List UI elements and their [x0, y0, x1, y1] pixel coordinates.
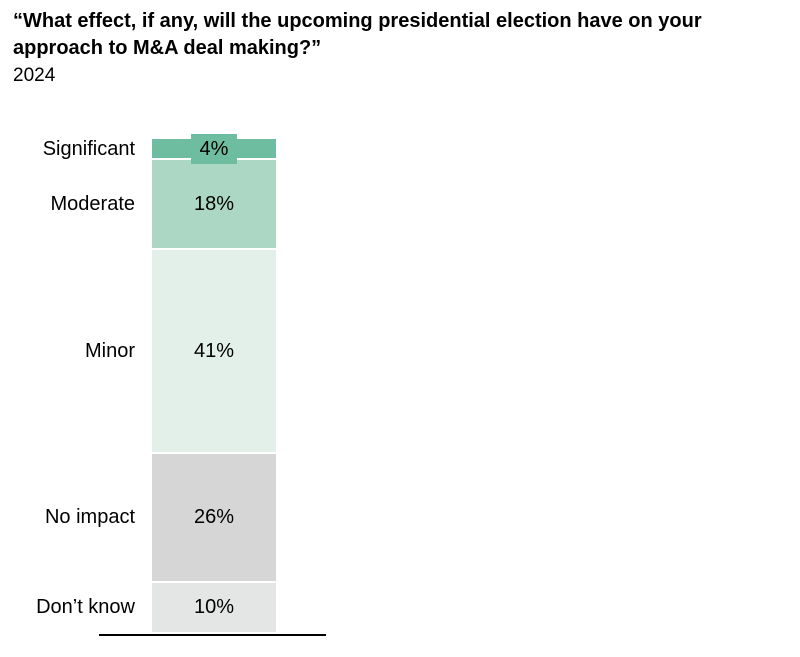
- bar-segment-moderate: [152, 158, 276, 249]
- bar-segment-don-t-know: [152, 582, 276, 632]
- category-label-no-impact: No impact: [44, 506, 135, 529]
- value-label-don-t-know: 10%: [193, 596, 235, 619]
- segment-separator: [152, 581, 276, 584]
- chart-header: “What effect, if any, will the upcoming …: [13, 8, 789, 88]
- bar-segment-minor: [152, 248, 276, 453]
- category-label-moderate: Moderate: [50, 192, 136, 215]
- chart-year: 2024: [13, 65, 56, 86]
- bar-segment-no-impact: [152, 452, 276, 583]
- value-label-no-impact: 26%: [193, 506, 235, 529]
- category-label-minor: Minor: [84, 339, 135, 362]
- category-label-don-t-know: Don’t know: [36, 596, 135, 619]
- category-label-significant: Significant: [42, 137, 135, 160]
- segment-separator: [152, 451, 276, 454]
- value-label-moderate: 18%: [193, 192, 235, 215]
- chart-title: “What effect, if any, will the upcoming …: [13, 10, 702, 59]
- value-label-minor: 41%: [193, 339, 235, 362]
- x-axis-line: [99, 634, 326, 636]
- segment-separator: [152, 247, 276, 250]
- value-label-significant: 4%: [191, 133, 237, 164]
